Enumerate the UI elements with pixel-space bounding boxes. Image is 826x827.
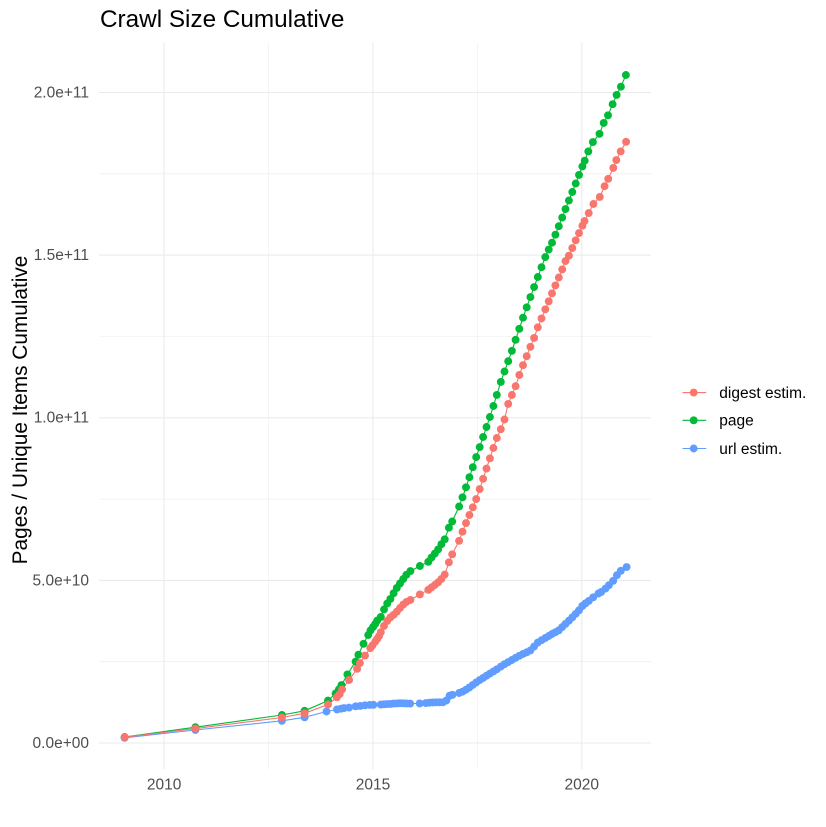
svg-text:1.5e+11: 1.5e+11 xyxy=(34,247,89,264)
svg-text:2020: 2020 xyxy=(565,777,600,794)
svg-text:0.0e+00: 0.0e+00 xyxy=(33,735,90,752)
svg-text:digest estim.: digest estim. xyxy=(719,385,806,402)
svg-text:5.0e+10: 5.0e+10 xyxy=(33,572,90,589)
svg-text:Pages / Unique Items Cumulativ: Pages / Unique Items Cumulative xyxy=(9,256,32,565)
svg-text:2010: 2010 xyxy=(147,777,182,794)
svg-text:Crawl Size Cumulative: Crawl Size Cumulative xyxy=(100,6,344,33)
svg-text:page: page xyxy=(719,413,753,430)
svg-text:url estim.: url estim. xyxy=(719,441,782,458)
svg-text:2015: 2015 xyxy=(356,777,390,794)
svg-text:1.0e+11: 1.0e+11 xyxy=(34,410,89,427)
svg-text:2.0e+11: 2.0e+11 xyxy=(34,84,89,101)
